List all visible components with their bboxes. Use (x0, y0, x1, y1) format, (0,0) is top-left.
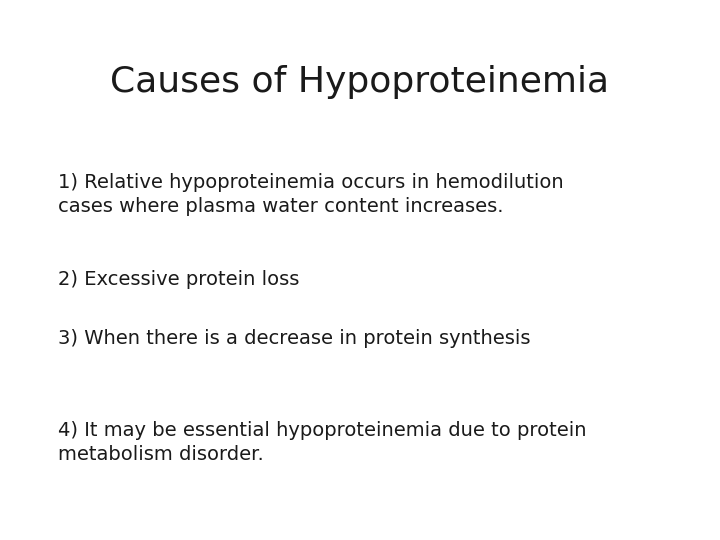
Text: 4) It may be essential hypoproteinemia due to protein
metabolism disorder.: 4) It may be essential hypoproteinemia d… (58, 421, 586, 464)
Text: 3) When there is a decrease in protein synthesis: 3) When there is a decrease in protein s… (58, 329, 530, 348)
Text: Causes of Hypoproteinemia: Causes of Hypoproteinemia (110, 65, 610, 99)
Text: 2) Excessive protein loss: 2) Excessive protein loss (58, 270, 299, 289)
Text: 1) Relative hypoproteinemia occurs in hemodilution
cases where plasma water cont: 1) Relative hypoproteinemia occurs in he… (58, 173, 563, 216)
